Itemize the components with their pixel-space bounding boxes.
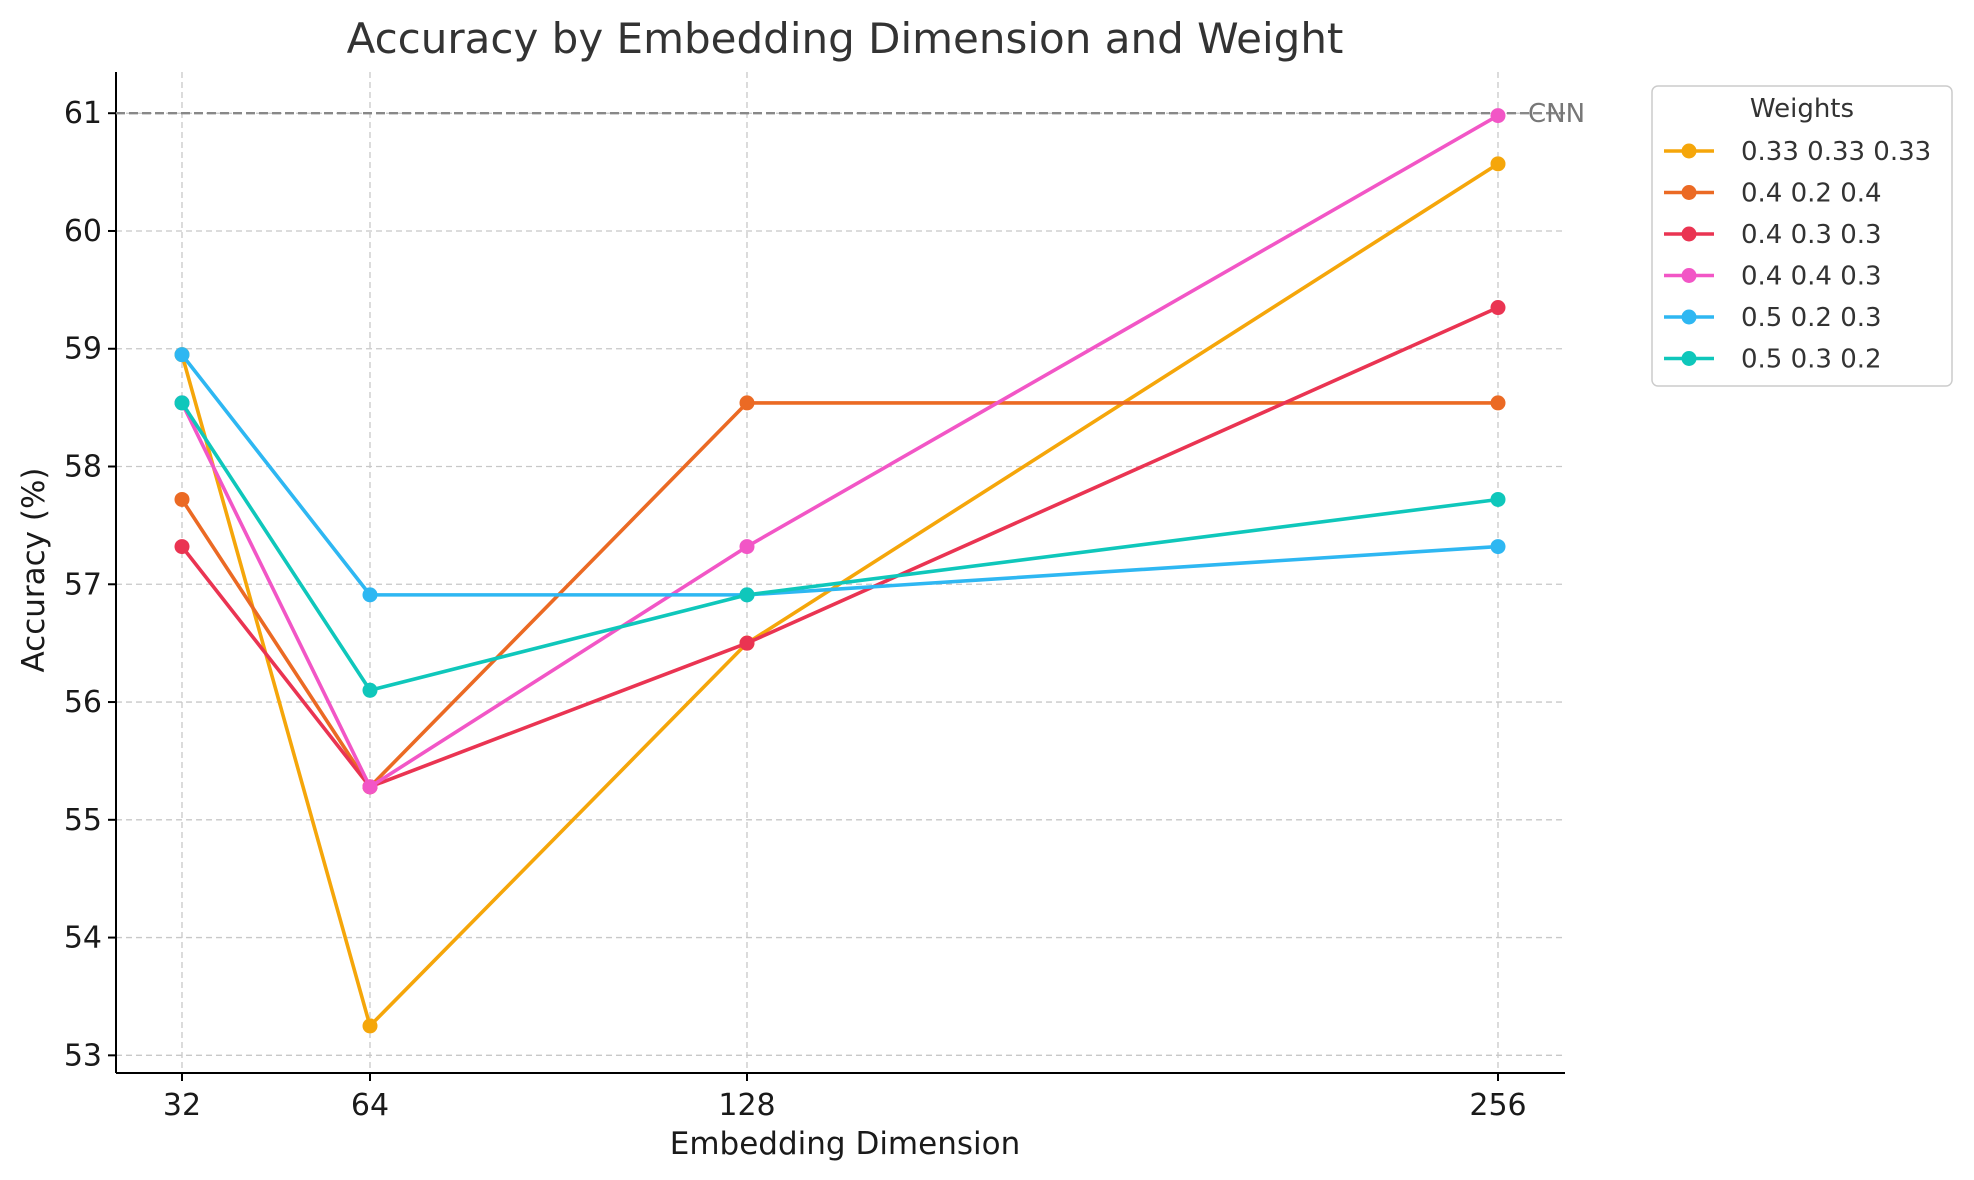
y-tick-label: 56: [64, 685, 102, 720]
y-axis-title: Accuracy (%): [16, 467, 52, 672]
legend-label: 0.4 0.3 0.3: [1741, 220, 1882, 250]
series-line: [180, 305, 1499, 789]
data-point: [174, 347, 190, 363]
data-point: [739, 635, 755, 651]
axes: [108, 72, 1565, 1081]
legend-swatch-marker: [1681, 185, 1697, 200]
data-point: [739, 539, 755, 555]
x-tick-label: 32: [163, 1088, 201, 1123]
legend: Weights 0.33 0.33 0.33 0.4 0.2 0.4 0.4 0.3 …: [1651, 85, 1953, 387]
data-point: [174, 539, 190, 555]
tick-labels: 53 54 55 56 57 58 59 60 61 32 64 128 256: [64, 96, 1527, 1123]
legend-title: Weights: [1750, 94, 1854, 124]
data-point: [1490, 300, 1506, 316]
data-point: [174, 395, 190, 411]
cnn-reference-label: CNN: [1528, 99, 1585, 129]
data-point: [362, 682, 378, 698]
legend-swatch-marker: [1681, 226, 1697, 242]
y-tick-label: 60: [64, 214, 102, 249]
data-point: [1490, 539, 1506, 555]
x-tick-label: 64: [351, 1088, 389, 1123]
y-tick-label: 61: [64, 96, 102, 131]
legend-label: 0.5 0.2 0.3: [1741, 303, 1882, 333]
grid-lines: [116, 72, 1565, 1073]
legend-label: 0.33 0.33 0.33: [1741, 137, 1931, 167]
data-point: [739, 587, 755, 603]
series-line: [180, 401, 1499, 693]
data-point: [1490, 491, 1506, 507]
data-point: [362, 1018, 378, 1034]
y-tick-label: 55: [64, 803, 102, 838]
data-point: [362, 587, 378, 603]
reference-line-group: CNN: [116, 99, 1585, 129]
y-tick-label: 58: [64, 450, 102, 485]
y-tick-label: 53: [64, 1038, 102, 1073]
legend-swatch-marker: [1681, 143, 1697, 159]
legend-label: 0.4 0.4 0.3: [1741, 262, 1882, 292]
data-point: [174, 491, 190, 507]
series-line: [180, 353, 1499, 597]
data-point: [1490, 108, 1506, 124]
legend-label: 0.4 0.2 0.4: [1741, 179, 1882, 209]
data-point: [739, 395, 755, 411]
legend-swatch-marker: [1681, 351, 1697, 366]
series-line: [180, 114, 1499, 789]
y-tick-label: 57: [64, 567, 102, 602]
y-tick-label: 59: [64, 332, 102, 367]
x-tick-label: 128: [718, 1088, 775, 1123]
legend-box: [1651, 85, 1953, 387]
series-group: [174, 108, 1506, 1034]
legend-swatch-marker: [1681, 268, 1697, 283]
data-point: [1490, 395, 1506, 411]
y-tick-label: 54: [64, 921, 102, 956]
legend-swatch-marker: [1681, 309, 1697, 325]
data-point: [1490, 156, 1506, 172]
data-point: [362, 779, 378, 795]
legend-label: 0.5 0.3 0.2: [1741, 345, 1882, 375]
chart-title: Accuracy by Embedding Dimension and Weig…: [347, 14, 1344, 63]
x-axis-title: Embedding Dimension: [670, 1126, 1020, 1162]
x-tick-label: 256: [1469, 1088, 1526, 1123]
